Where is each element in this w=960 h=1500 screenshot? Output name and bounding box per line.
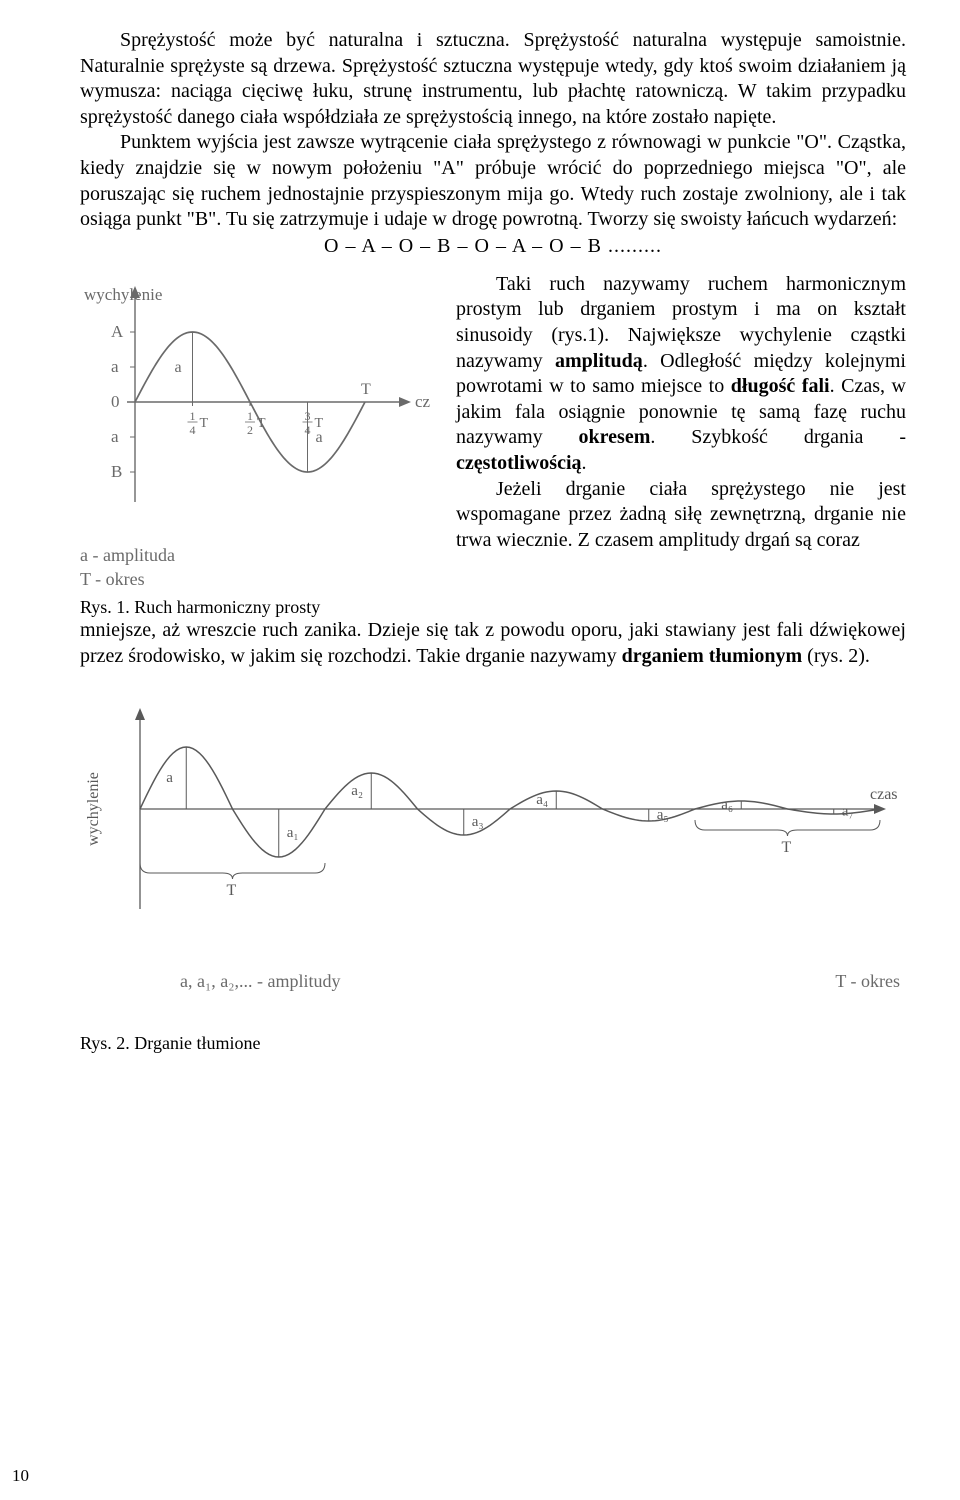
svg-text:T: T bbox=[315, 416, 324, 431]
svg-text:a₂: a₂ bbox=[351, 783, 363, 799]
svg-text:wychylenie: wychylenie bbox=[84, 285, 162, 304]
para-3: mniejsze, aż wreszcie ruch zanika. Dziej… bbox=[80, 618, 906, 669]
svg-text:A: A bbox=[111, 322, 124, 341]
svg-text:a₅: a₅ bbox=[657, 807, 669, 823]
para-2: Punktem wyjścia jest zawsze wytrącenie c… bbox=[80, 130, 906, 232]
fig1-legend: a - amplituda T - okres bbox=[80, 543, 430, 592]
page-number: 10 bbox=[12, 1466, 29, 1486]
figure-1: wychylenieczasAa0aBaa14T12T34TT bbox=[80, 272, 430, 532]
svg-text:czas: czas bbox=[870, 786, 898, 803]
svg-text:czas: czas bbox=[415, 392, 430, 411]
fig1-legend-t: T - okres bbox=[80, 569, 145, 589]
svg-text:a: a bbox=[166, 770, 173, 786]
svg-text:wychylenie: wychylenie bbox=[85, 772, 102, 846]
svg-text:T: T bbox=[227, 882, 237, 899]
svg-text:2: 2 bbox=[247, 423, 253, 437]
svg-text:T: T bbox=[782, 839, 792, 856]
para-1: Sprężystość może być naturalna i sztuczn… bbox=[80, 28, 906, 130]
figure-2: wychylenie czas a a₁ a₂ a₃ a₄ a₅ a₆ a₇ T T bbox=[80, 694, 900, 944]
fig2-legend-a: a, a₁, a₂,... - amplitudy bbox=[180, 969, 341, 993]
svg-text:1: 1 bbox=[190, 409, 196, 423]
svg-text:a: a bbox=[316, 429, 323, 446]
svg-text:a: a bbox=[111, 427, 119, 446]
svg-text:a₄: a₄ bbox=[536, 792, 548, 808]
svg-text:B: B bbox=[111, 462, 122, 481]
svg-text:T: T bbox=[257, 416, 266, 431]
fig1-caption: Rys. 1. Ruch harmoniczny prosty bbox=[80, 597, 430, 618]
svg-text:a₃: a₃ bbox=[472, 814, 484, 830]
svg-text:a: a bbox=[111, 357, 119, 376]
fig2-caption: Rys. 2. Drganie tłumione bbox=[80, 1033, 906, 1054]
svg-text:4: 4 bbox=[305, 423, 311, 437]
side-para-2: Jeżeli drganie ciała sprężystego nie jes… bbox=[456, 477, 906, 554]
svg-text:T: T bbox=[361, 381, 371, 398]
sequence-line: O – A – O – B – O – A – O – B ......... bbox=[80, 235, 906, 258]
side-para-1: Taki ruch nazywamy ruchem harmonicznym p… bbox=[456, 272, 906, 477]
svg-text:a₁: a₁ bbox=[287, 825, 299, 841]
svg-text:T: T bbox=[200, 416, 209, 431]
svg-text:a₆: a₆ bbox=[721, 797, 733, 813]
svg-text:0: 0 bbox=[111, 392, 120, 411]
svg-text:3: 3 bbox=[305, 409, 311, 423]
svg-text:a₇: a₇ bbox=[842, 803, 854, 819]
fig2-legend-t: T - okres bbox=[835, 969, 900, 993]
svg-text:1: 1 bbox=[247, 409, 253, 423]
fig1-legend-a: a - amplituda bbox=[80, 545, 175, 565]
svg-text:4: 4 bbox=[190, 423, 196, 437]
svg-text:a: a bbox=[175, 359, 182, 376]
